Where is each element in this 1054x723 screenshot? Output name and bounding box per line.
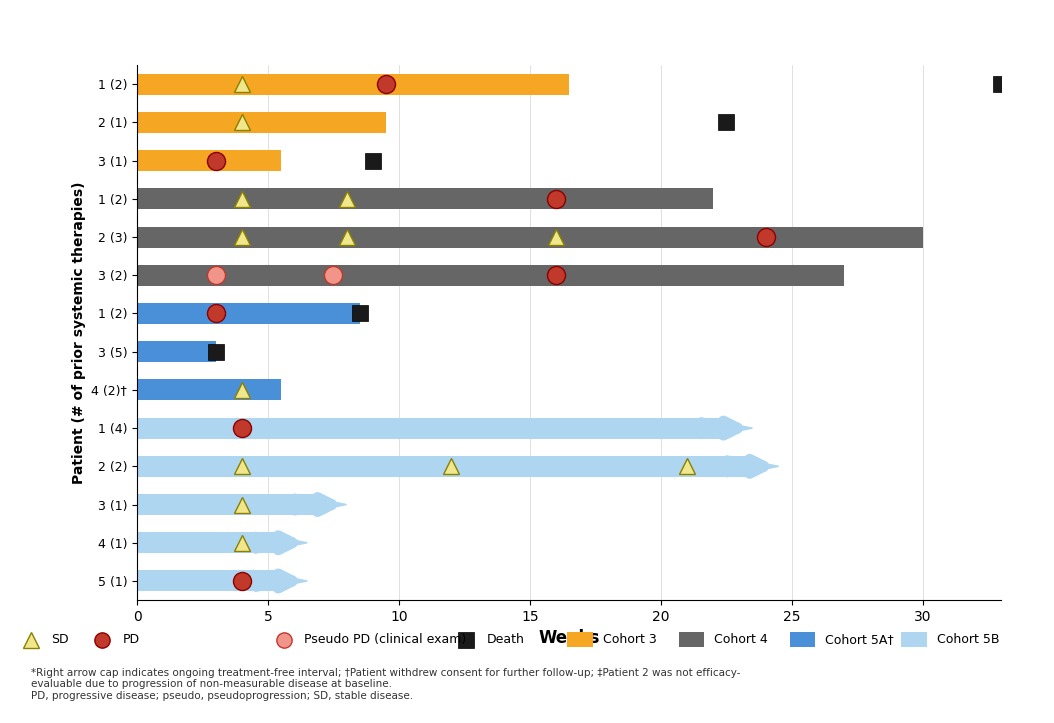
Bar xyxy=(137,150,281,171)
Text: *Right arrow cap indicates ongoing treatment-free interval; †Patient withdrew co: *Right arrow cap indicates ongoing treat… xyxy=(32,668,741,701)
Bar xyxy=(137,570,281,591)
Bar xyxy=(137,532,281,553)
Polygon shape xyxy=(726,455,779,477)
Bar xyxy=(137,188,714,210)
FancyBboxPatch shape xyxy=(790,632,816,648)
Bar xyxy=(137,455,740,477)
Text: Cohort 3: Cohort 3 xyxy=(603,633,657,646)
Bar xyxy=(137,112,386,133)
Y-axis label: Patient (# of prior systemic therapies): Patient (# of prior systemic therapies) xyxy=(72,181,85,484)
Bar xyxy=(137,455,753,477)
Bar xyxy=(137,74,569,95)
Polygon shape xyxy=(255,570,308,591)
Text: Death: Death xyxy=(487,633,525,646)
Text: Cohort 4: Cohort 4 xyxy=(715,633,768,646)
Bar xyxy=(137,532,268,553)
FancyBboxPatch shape xyxy=(679,632,704,648)
Bar xyxy=(137,265,844,286)
Text: SD: SD xyxy=(52,633,70,646)
Polygon shape xyxy=(294,494,347,515)
Bar xyxy=(137,418,726,439)
Bar xyxy=(137,494,320,515)
Polygon shape xyxy=(700,418,753,439)
FancyBboxPatch shape xyxy=(901,632,926,648)
Bar xyxy=(137,226,922,247)
Bar xyxy=(137,418,714,439)
FancyBboxPatch shape xyxy=(567,632,592,648)
X-axis label: Weeks: Weeks xyxy=(539,629,600,647)
Text: Cohort 5A†: Cohort 5A† xyxy=(825,633,894,646)
Text: PD: PD xyxy=(122,633,139,646)
Bar xyxy=(137,570,268,591)
Bar xyxy=(137,380,281,401)
Bar xyxy=(137,494,308,515)
Text: Swim Plot after BPX-601 Administration*: Swim Plot after BPX-601 Administration* xyxy=(90,18,399,33)
Bar xyxy=(137,303,359,324)
Bar xyxy=(137,341,216,362)
Text: Cohort 5B: Cohort 5B xyxy=(937,633,999,646)
Polygon shape xyxy=(255,532,308,553)
Text: Figure 7.: Figure 7. xyxy=(11,18,93,33)
Text: Pseudo PD (clinical exam): Pseudo PD (clinical exam) xyxy=(305,633,467,646)
